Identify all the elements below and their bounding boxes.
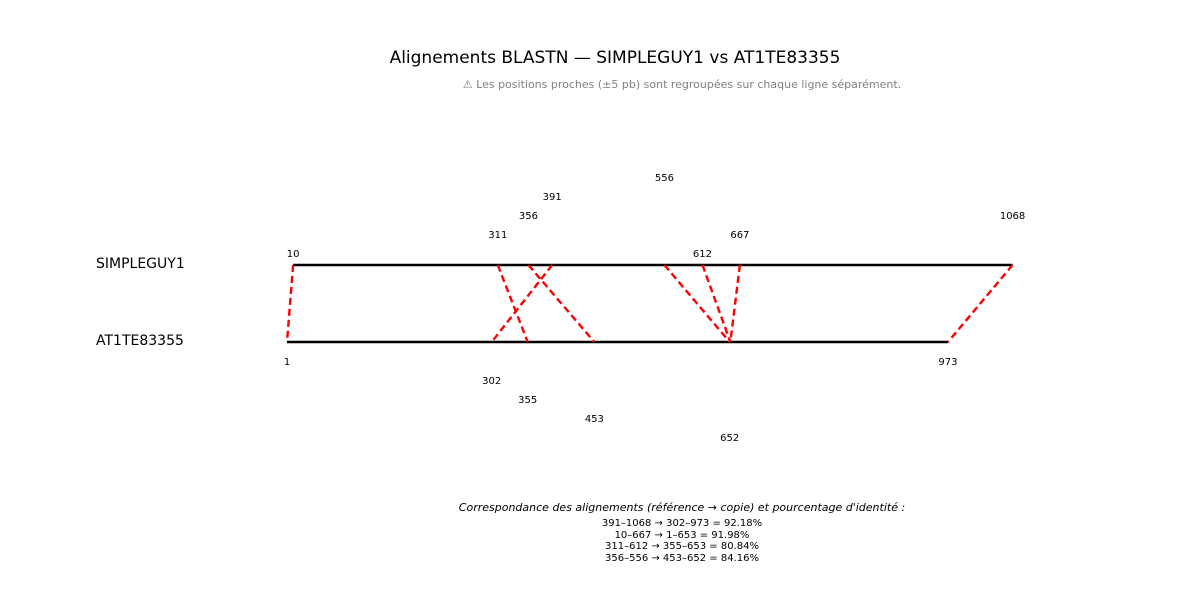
position-label: 302 bbox=[482, 376, 501, 387]
position-label: 311 bbox=[488, 230, 507, 241]
reference-sequence-label: SIMPLEGUY1 bbox=[96, 256, 185, 272]
reference-position-labels: 10 311 356 391 556 612 667 1068 bbox=[287, 173, 1026, 260]
position-label: 356 bbox=[519, 211, 538, 222]
legend-line: 311–612 → 355–653 = 80.84% bbox=[605, 541, 759, 553]
alignment-link bbox=[663, 264, 731, 343]
position-label: 973 bbox=[938, 357, 957, 368]
page-title: Alignements BLASTN — SIMPLEGUY1 vs AT1TE… bbox=[389, 48, 841, 68]
alignment-legend: Correspondance des alignements (référenc… bbox=[432, 501, 932, 564]
alignment-link bbox=[496, 264, 529, 343]
alignment-link bbox=[527, 264, 596, 343]
copy-position-labels: 1 302 355 453 652 973 bbox=[284, 357, 958, 444]
position-label: 1 bbox=[284, 357, 290, 368]
legend-heading: Correspondance des alignements (référenc… bbox=[458, 501, 906, 514]
alignment-link bbox=[947, 264, 1014, 343]
legend-line: 391–1068 → 302–973 = 92.18% bbox=[601, 518, 763, 529]
alignment-link bbox=[490, 264, 554, 343]
copy-sequence-label: AT1TE83355 bbox=[96, 333, 184, 349]
grouping-note: ⚠ Les positions proches (±5 pb) sont reg… bbox=[462, 78, 902, 91]
legend-line: 356–556 → 453–652 = 84.16% bbox=[605, 552, 759, 564]
position-label: 652 bbox=[720, 433, 739, 444]
alignment-link bbox=[285, 264, 295, 343]
position-label: 10 bbox=[287, 249, 300, 260]
position-label: 391 bbox=[543, 192, 562, 203]
position-label: 355 bbox=[518, 395, 537, 406]
position-label: 667 bbox=[730, 230, 749, 241]
position-label: 1068 bbox=[1000, 211, 1025, 222]
legend-line: 10–667 → 1–653 = 91.98% bbox=[614, 529, 750, 541]
alignment-link bbox=[701, 264, 732, 343]
position-label: 556 bbox=[655, 173, 674, 184]
alignment-link bbox=[729, 264, 742, 343]
position-label: 612 bbox=[693, 249, 712, 260]
position-label: 453 bbox=[585, 414, 604, 425]
alignment-links bbox=[285, 264, 1014, 343]
